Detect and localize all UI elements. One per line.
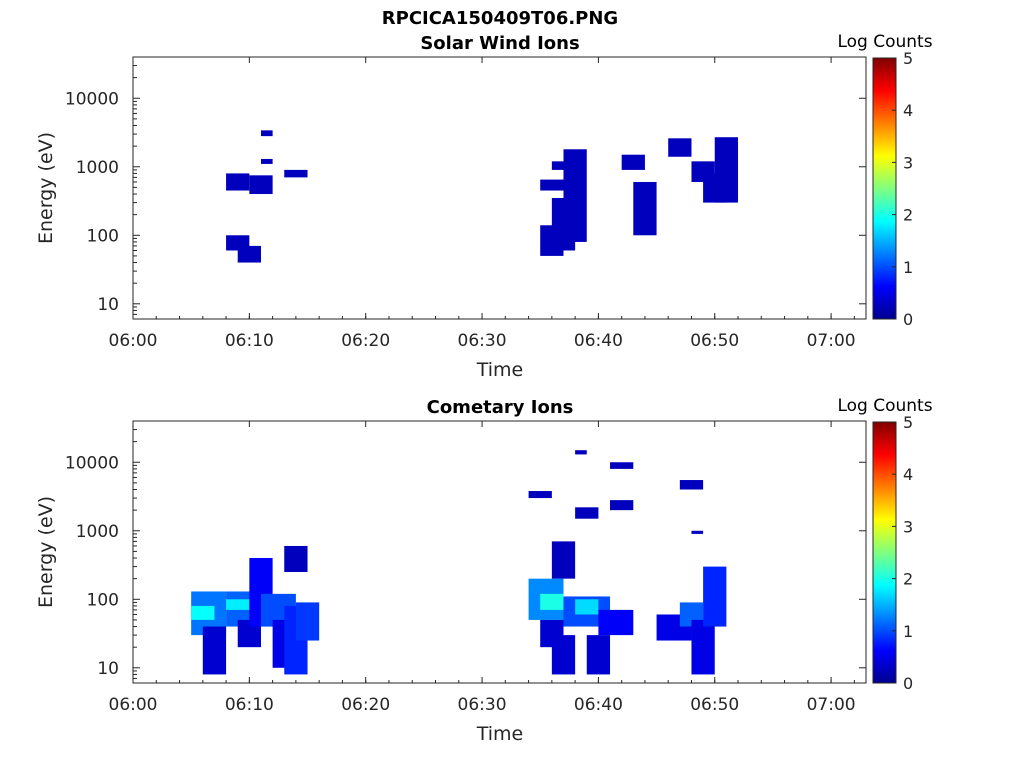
colorbar-label: Log Counts — [837, 32, 932, 52]
heatmap-cell — [528, 491, 552, 499]
heatmap-cell — [575, 599, 599, 615]
colorbar-tick-label: 3 — [903, 517, 913, 536]
colorbar: Log Counts 0 1 2 3 4 5 — [837, 32, 932, 329]
y-tick-label: 10 — [97, 659, 119, 679]
heatmap-cell — [633, 181, 657, 236]
x-tick-label: 06:50 — [690, 695, 739, 715]
heatmap-cell — [668, 138, 692, 157]
colorbar-tick-label: 3 — [903, 153, 913, 172]
heatmap-cell — [621, 154, 645, 170]
colorbar-tick-label: 4 — [903, 101, 913, 120]
panel-solar-wind: Solar Wind Ions 06:00 06:10 06:20 06:30 06:4… — [35, 32, 933, 381]
heatmap-cell — [610, 462, 634, 469]
heatmap-cell — [679, 480, 704, 490]
x-axis-ticks: 06:00 06:10 06:20 06:30 06:40 06:50 07:00 — [109, 57, 856, 351]
colorbar-ticks: 0 1 2 3 4 5 — [892, 49, 913, 329]
y-tick-label: 100 — [87, 590, 119, 610]
y-axis-label: Energy (eV) — [35, 496, 57, 608]
heatmap-cell — [563, 149, 587, 242]
heatmap-cell — [237, 619, 261, 648]
heatmap-cell — [703, 566, 727, 627]
heatmap-cell — [260, 158, 273, 164]
x-axis-ticks: 06:00 06:10 06:20 06:30 06:40 06:50 07:00 — [109, 421, 856, 715]
heatmap-cell — [295, 602, 320, 641]
x-tick-label: 06:00 — [109, 695, 158, 715]
heatmap-cell — [691, 530, 704, 534]
x-tick-label: 07:00 — [807, 331, 856, 351]
colorbar-label: Log Counts — [837, 396, 932, 416]
colorbar-tick-label: 5 — [903, 49, 913, 68]
colorbar-tick-label: 0 — [903, 674, 913, 693]
x-tick-label: 06:50 — [690, 331, 739, 351]
colorbar-gradient — [872, 57, 897, 320]
colorbar-tick-label: 5 — [903, 413, 913, 432]
x-tick-label: 06:20 — [341, 331, 390, 351]
heatmap-cell — [249, 175, 273, 195]
x-tick-label: 07:00 — [807, 695, 856, 715]
heatmap-cell — [226, 173, 250, 191]
y-tick-label: 100 — [87, 226, 119, 246]
colorbar-gradient — [872, 421, 897, 684]
y-tick-label: 10 — [97, 295, 119, 315]
heatmap-cell — [191, 605, 215, 620]
plot-frame — [132, 56, 867, 320]
plot-frame — [132, 420, 867, 684]
y-tick-label: 1000 — [76, 158, 119, 178]
y-tick-label: 1000 — [76, 522, 119, 542]
x-tick-label: 06:30 — [458, 695, 507, 715]
colorbar-tick-label: 1 — [903, 258, 913, 277]
heatmap-cell — [598, 609, 634, 636]
y-tick-label: 10000 — [65, 453, 119, 473]
x-tick-label: 06:10 — [225, 331, 274, 351]
heatmap-cell — [575, 507, 599, 519]
colorbar-tick-label: 0 — [903, 310, 913, 329]
x-axis-label: Time — [476, 359, 524, 381]
panel-title: Solar Wind Ions — [420, 33, 579, 54]
heatmap-cell — [691, 619, 715, 675]
x-tick-label: 06:40 — [574, 695, 623, 715]
x-tick-label: 06:00 — [109, 331, 158, 351]
heatmap-cell — [284, 169, 308, 178]
heatmap-cell — [610, 500, 634, 511]
y-axis-ticks: 10 100 1000 10000 — [65, 56, 866, 320]
heatmap-cell — [237, 245, 261, 263]
y-axis-label: Energy (eV) — [35, 132, 57, 244]
heatmap-cell — [226, 599, 250, 610]
heatmap-cell — [540, 593, 564, 610]
heatmap-cell — [551, 541, 576, 579]
panel-cometary: Cometary Ions 06:00 06:10 06:20 06:30 06:40 0… — [35, 396, 933, 745]
heatmap-cells — [191, 450, 727, 675]
colorbar: Log Counts 0 1 2 3 4 5 — [837, 396, 932, 693]
heatmap-cells — [226, 130, 739, 263]
colorbar-tick-label: 2 — [903, 206, 913, 225]
x-tick-label: 06:30 — [458, 331, 507, 351]
heatmap-cell — [202, 626, 227, 675]
x-tick-label: 06:10 — [225, 695, 274, 715]
y-axis-ticks: 10 100 1000 10000 — [65, 420, 866, 684]
x-tick-label: 06:20 — [341, 695, 390, 715]
y-tick-label: 10000 — [65, 89, 119, 109]
colorbar-tick-label: 2 — [903, 570, 913, 589]
heatmap-cell — [551, 635, 576, 675]
colorbar-tick-label: 4 — [903, 465, 913, 484]
heatmap-cell — [714, 137, 739, 203]
heatmap-cell — [586, 635, 611, 675]
figure-title: RPCICA150409T06.PNG — [382, 8, 618, 29]
colorbar-tick-label: 1 — [903, 622, 913, 641]
heatmap-cell — [260, 130, 273, 137]
heatmap-cell — [575, 450, 587, 455]
colorbar-ticks: 0 1 2 3 4 5 — [892, 413, 913, 693]
heatmap-cell — [284, 545, 308, 573]
x-tick-label: 06:40 — [574, 331, 623, 351]
x-axis-label: Time — [476, 723, 524, 745]
panel-title: Cometary Ions — [427, 397, 574, 418]
heatmap-cell — [540, 179, 564, 191]
